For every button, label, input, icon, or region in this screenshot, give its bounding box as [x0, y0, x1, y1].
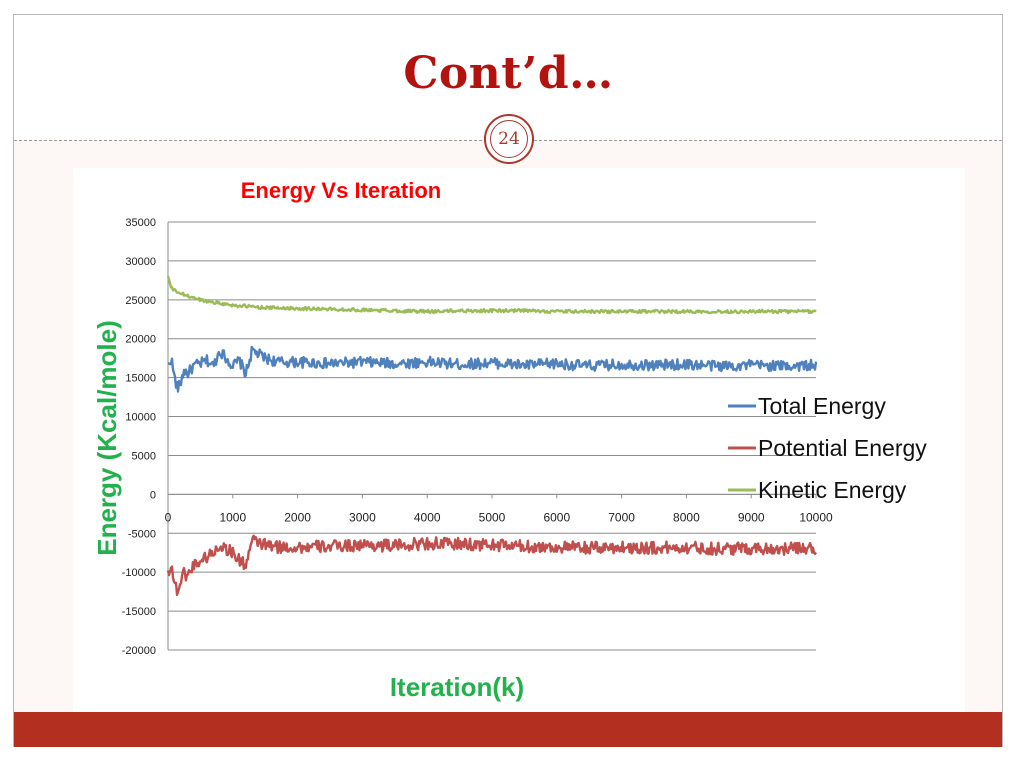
y-tick-label: -15000 [122, 606, 156, 618]
x-tick-label: 1000 [219, 510, 246, 524]
y-tick-label: 35000 [125, 217, 156, 229]
x-tick-label: 10000 [799, 510, 833, 524]
y-tick-label: 0 [150, 489, 156, 501]
x-tick-label: 2000 [284, 510, 311, 524]
x-tick-label: 4000 [414, 510, 441, 524]
legend-label: Kinetic Energy [758, 477, 907, 503]
y-tick-label: 20000 [125, 334, 156, 346]
gridlines [168, 221, 816, 651]
footer-bar [14, 712, 1002, 747]
x-tick-label: 8000 [673, 510, 700, 524]
legend: Total Energy Potential Energy Kinetic Ener… [728, 393, 927, 503]
energy-chart: Energy Vs Iteration 35000300002500020000… [92, 178, 927, 702]
series-line-kinetic-energy [166, 276, 817, 315]
x-tick-label: 5000 [479, 510, 506, 524]
legend-label: Potential Energy [758, 435, 927, 461]
y-tick-label: 30000 [125, 256, 156, 268]
series-line-potential-energy [166, 534, 817, 596]
x-tick-label: 3000 [349, 510, 376, 524]
series-lines [166, 276, 818, 596]
x-tick-label: 0 [165, 510, 172, 524]
y-tick-label: 25000 [125, 295, 156, 307]
slide-title: Cont’d… [403, 48, 614, 99]
series-line-total-energy [167, 345, 818, 393]
x-tick-label: 6000 [543, 510, 570, 524]
y-tick-label: 10000 [125, 412, 156, 424]
legend-label: Total Energy [758, 393, 886, 419]
y-tick-label: -5000 [128, 528, 156, 540]
y-axis-label: Energy (Kcal/mole) [92, 320, 122, 556]
y-tick-label: -20000 [122, 645, 156, 657]
page-number: 24 [490, 120, 528, 158]
x-tick-label: 9000 [738, 510, 765, 524]
y-tick-label: -10000 [122, 567, 156, 579]
page-number-badge: 24 [484, 114, 534, 164]
y-tick-label: 5000 [132, 450, 156, 462]
x-tick-label: 7000 [608, 510, 635, 524]
chart-title: Energy Vs Iteration [241, 178, 442, 203]
x-axis-label: Iteration(k) [390, 672, 524, 702]
axes [167, 222, 817, 650]
chart-panel: Energy Vs Iteration 35000 30000 25000 20000… [73, 168, 965, 715]
tick-labels: 35000300002500020000150001000050000-5000… [122, 217, 833, 657]
y-tick-label: 15000 [125, 373, 156, 385]
